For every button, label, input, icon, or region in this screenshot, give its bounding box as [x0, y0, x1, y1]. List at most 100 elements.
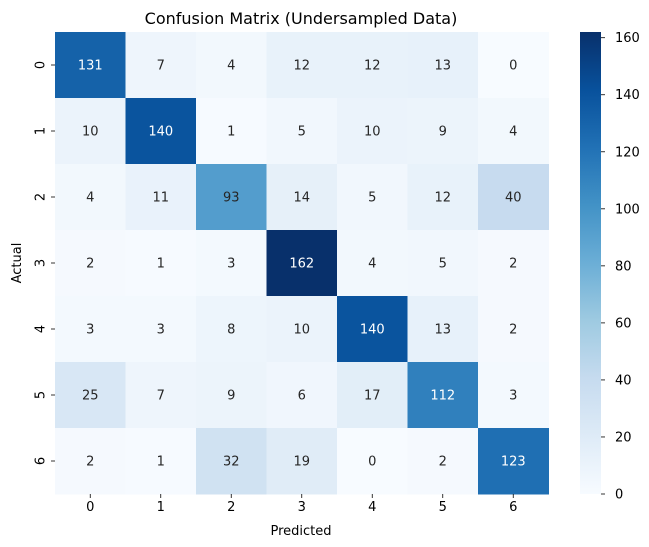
- cell-value-label: 140: [360, 323, 385, 338]
- heatmap-cell: [478, 164, 549, 231]
- heatmap-cell: [478, 32, 549, 99]
- cell-value-label: 19: [293, 455, 310, 470]
- heatmap-cell: [407, 362, 479, 429]
- heatmap-cell: [55, 164, 126, 231]
- x-tick-label: 4: [368, 500, 376, 515]
- cell-value-label: 4: [227, 59, 235, 74]
- heatmap-cell: [196, 296, 267, 363]
- cell-value-label: 14: [293, 191, 310, 206]
- heatmap-cell: [266, 164, 338, 231]
- colorbar-tick-label: 140: [615, 88, 640, 103]
- colorbar-tick-label: 60: [615, 316, 632, 331]
- cell-value-label: 162: [289, 257, 314, 272]
- cell-value-label: 6: [298, 389, 306, 404]
- y-tick-label: 5: [34, 391, 49, 399]
- heatmap-cell: [266, 230, 338, 297]
- colorbar-tick-label: 80: [615, 259, 632, 274]
- cell-value-label: 25: [82, 389, 99, 404]
- cell-value-label: 12: [364, 59, 381, 74]
- colorbar: [580, 32, 601, 494]
- cell-value-label: 2: [509, 323, 517, 338]
- heatmap-cell: [337, 164, 408, 231]
- y-tick-label: 3: [34, 259, 49, 267]
- heatmap-cell: [125, 428, 197, 495]
- x-tick-label: 1: [157, 500, 165, 515]
- cell-value-label: 8: [227, 323, 235, 338]
- heatmap-cell: [337, 296, 408, 363]
- cell-value-label: 11: [152, 191, 169, 206]
- heatmap-cell: [55, 362, 126, 429]
- cell-value-label: 5: [368, 191, 376, 206]
- cell-value-label: 9: [439, 125, 447, 140]
- cell-value-label: 2: [509, 257, 517, 272]
- y-axis-label: Actual: [10, 243, 25, 284]
- cell-value-label: 12: [293, 59, 310, 74]
- heatmap-cell: [407, 32, 479, 99]
- x-tick-label: 3: [298, 500, 306, 515]
- heatmap-cell: [196, 230, 267, 297]
- heatmap-cell: [478, 296, 549, 363]
- cell-value-label: 123: [501, 455, 526, 470]
- cell-value-label: 3: [227, 257, 235, 272]
- colorbar-tick-label: 40: [615, 373, 632, 388]
- cell-value-label: 2: [439, 455, 447, 470]
- heatmap-cell: [478, 362, 549, 429]
- cell-value-label: 1: [227, 125, 235, 140]
- cell-value-label: 4: [509, 125, 517, 140]
- colorbar-axis: 0 20 40 60 80 100 120 140 160: [601, 31, 640, 503]
- heatmap-cell: [266, 428, 338, 495]
- cell-value-label: 13: [434, 323, 451, 338]
- cell-value-label: 9: [227, 389, 235, 404]
- cell-value-label: 10: [364, 125, 381, 140]
- y-tick-label: 4: [34, 325, 49, 333]
- heatmap-cell: [266, 98, 338, 165]
- cell-value-label: 10: [293, 323, 310, 338]
- colorbar-tick-label: 20: [615, 430, 632, 445]
- heatmap-cell: [266, 32, 338, 99]
- heatmap-cell: [196, 428, 267, 495]
- cell-value-label: 1: [157, 257, 165, 272]
- x-tick-label: 0: [86, 500, 94, 515]
- cell-value-label: 1: [157, 455, 165, 470]
- heatmap-cell: [407, 164, 479, 231]
- x-tick-label: 2: [227, 500, 235, 515]
- heatmap-cell: [196, 98, 267, 165]
- heatmap-cell: [55, 428, 126, 495]
- x-tick-label: 6: [509, 500, 517, 515]
- heatmap-cell: [125, 32, 197, 99]
- chart-title: Confusion Matrix (Undersampled Data): [145, 9, 458, 28]
- cell-value-label: 0: [509, 59, 517, 74]
- cell-value-label: 7: [157, 389, 165, 404]
- y-tick-label: 1: [34, 127, 49, 135]
- cell-value-label: 5: [439, 257, 447, 272]
- cell-value-label: 32: [223, 455, 240, 470]
- heatmap-cell: [125, 164, 197, 231]
- x-axis-label: Predicted: [270, 524, 331, 539]
- heatmap-cell: [125, 230, 197, 297]
- cell-value-label: 93: [223, 191, 240, 206]
- heatmap-cell: [478, 230, 549, 297]
- heatmap-cell: [196, 32, 267, 99]
- heatmap-cell: [125, 98, 197, 165]
- cell-value-label: 7: [157, 59, 165, 74]
- cell-value-label: 5: [298, 125, 306, 140]
- heatmap-cell: [407, 230, 479, 297]
- heatmap-cell: [478, 98, 549, 165]
- cell-value-label: 3: [86, 323, 94, 338]
- cell-value-label: 2: [86, 257, 94, 272]
- heatmap-cell: [55, 98, 126, 165]
- heatmap-cell: [407, 428, 479, 495]
- y-tick-label: 0: [34, 61, 49, 69]
- heatmap-cell: [407, 98, 479, 165]
- heatmap-cell: [125, 296, 197, 363]
- colorbar-tick-label: 160: [615, 31, 640, 46]
- heatmap-cell: [196, 362, 267, 429]
- cell-value-label: 140: [148, 125, 173, 140]
- heatmap-cell: [337, 98, 408, 165]
- cell-value-label: 3: [509, 389, 517, 404]
- heatmap-cell: [337, 362, 408, 429]
- y-tick-label: 2: [34, 193, 49, 201]
- colorbar-tick-label: 0: [615, 488, 623, 503]
- heatmap-cell: [266, 296, 338, 363]
